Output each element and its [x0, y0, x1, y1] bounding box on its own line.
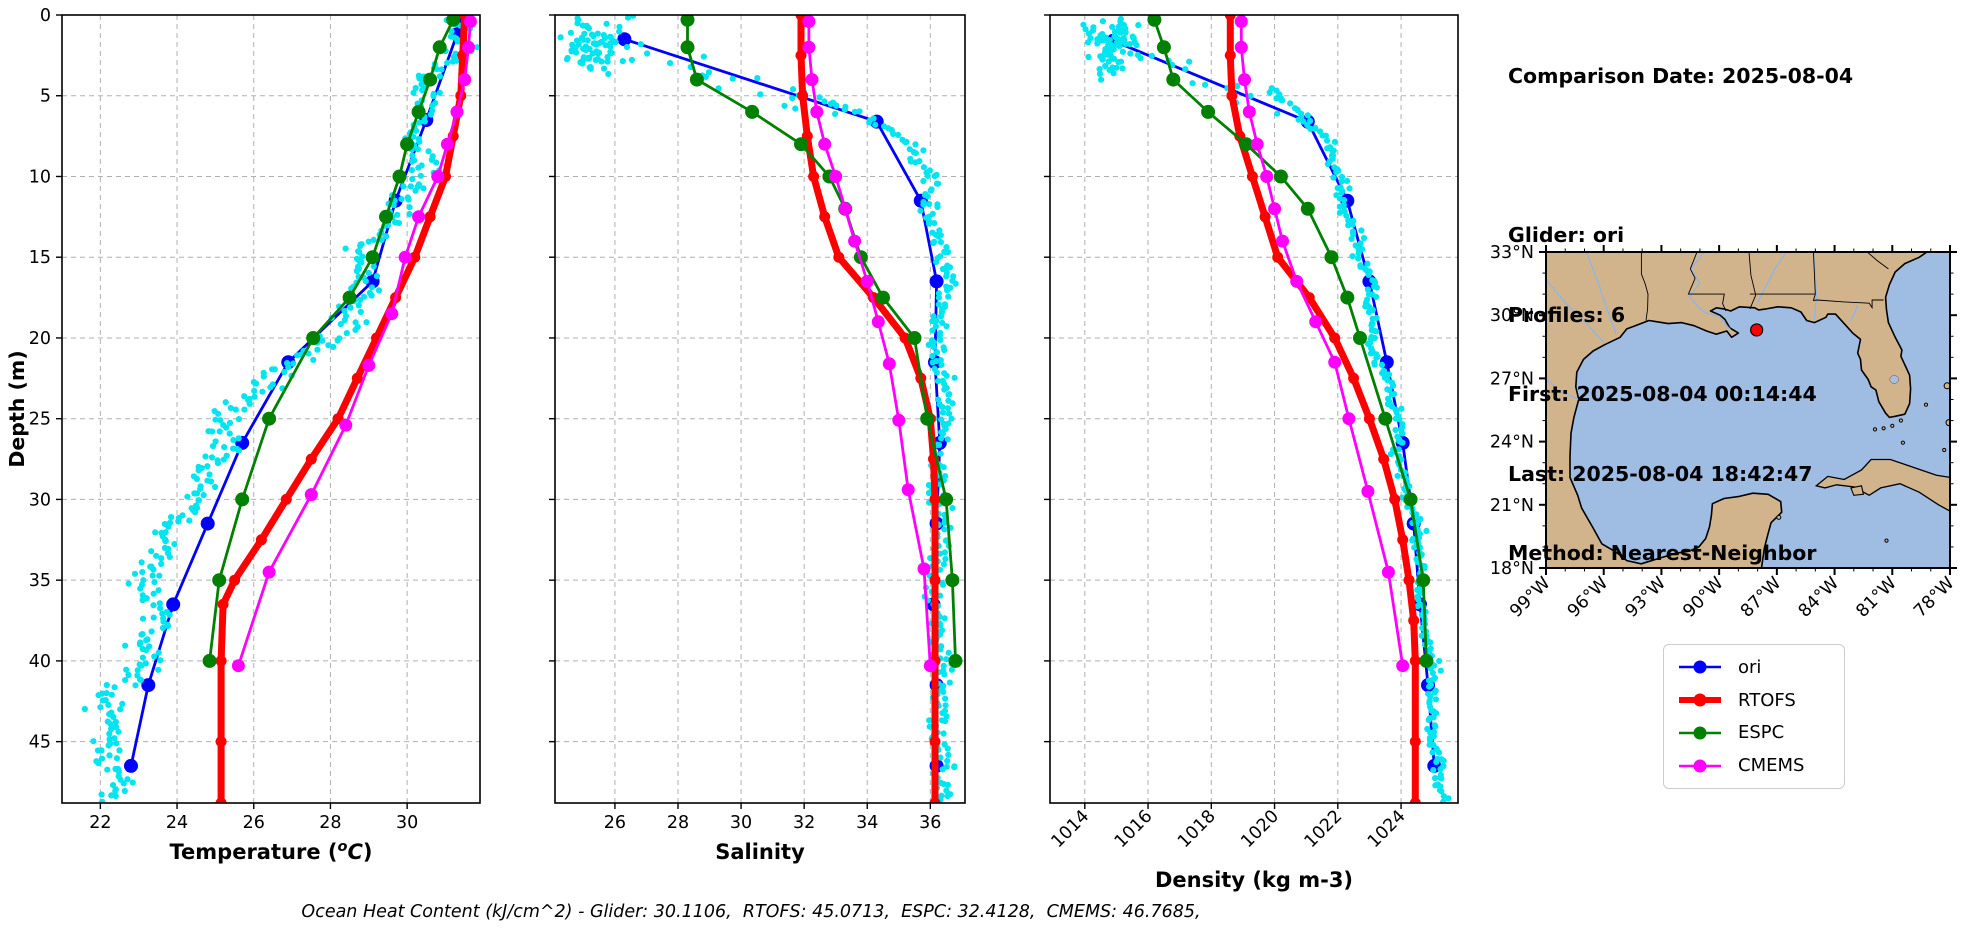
series-ESPC-markers	[202, 15, 461, 668]
svg-text:10: 10	[29, 167, 51, 187]
y-axis-label: Depth (m)	[5, 350, 29, 467]
svg-text:34: 34	[856, 813, 878, 833]
svg-text:24: 24	[166, 813, 188, 833]
depth-tick-labels: 0 5 10 15 20 25 30 35 40 45	[29, 6, 51, 753]
legend-label-rtofs: RTOFS	[1738, 689, 1796, 711]
x-axis-label-salinity: Salinity	[715, 840, 805, 864]
svg-text:15: 15	[29, 248, 51, 268]
ocean-heat-content-caption: Ocean Heat Content (kJ/cm^2) - Glider: 3…	[301, 902, 1201, 922]
legend-label-espc: ESPC	[1738, 722, 1785, 744]
legend-swatch-cmems	[1679, 759, 1721, 773]
gridlines-salinity	[555, 14, 965, 803]
legend-swatch-rtofs	[1679, 693, 1721, 707]
x-axis-label-density: Density (kg m-3)	[1155, 868, 1353, 892]
map-ticks	[1539, 245, 1957, 575]
svg-text:35: 35	[29, 571, 51, 591]
x-axis-label-temperature: Temperature (oC)	[170, 839, 373, 864]
x-tick-labels-salinity: 26 28 30 32 34 36	[604, 813, 942, 833]
svg-text:1016: 1016	[1111, 806, 1157, 852]
svg-text:30: 30	[396, 813, 418, 833]
svg-text:18°N: 18°N	[1490, 559, 1534, 579]
axis-ticks-salinity	[549, 14, 932, 809]
last-profile-time: Last: 2025-08-04 18:42:47	[1508, 461, 1813, 486]
map-small-islands	[1776, 382, 1950, 543]
x-tick-labels-temperature: 22 24 26 28 30	[89, 813, 418, 833]
series-RTOFS-markers	[795, 15, 941, 803]
panel-salinity: 26 28 30 32 34 36 Salinity	[549, 14, 966, 864]
svg-text:33°N: 33°N	[1490, 243, 1534, 263]
svg-text:40: 40	[29, 652, 51, 672]
series-RTOFS-markers	[1224, 15, 1421, 803]
svg-text:1024: 1024	[1364, 806, 1410, 852]
legend: ori RTOFS ESPC CMEMS	[1663, 644, 1845, 789]
map-land-north-america	[1546, 252, 1928, 568]
legend-item-rtofs: RTOFS	[1676, 690, 1832, 711]
legend-label-cmems: CMEMS	[1738, 755, 1805, 777]
glider-name: Glider: ori	[1508, 223, 1625, 247]
info-panel: Comparison Date: 2025-08-04 Glider: ori …	[1508, 10, 1853, 593]
svg-text:32: 32	[793, 813, 815, 833]
series-CMEMS-markers	[1234, 15, 1410, 673]
svg-text:27°N: 27°N	[1490, 369, 1534, 389]
axes-frame-density	[1049, 14, 1459, 804]
svg-text:45: 45	[29, 733, 51, 753]
axis-ticks-temperature	[56, 14, 408, 809]
legend-swatch-ori	[1679, 660, 1721, 674]
series-ori-markers	[617, 32, 947, 773]
series-ESPC-markers	[680, 15, 963, 668]
legend-label-ori: ori	[1738, 656, 1762, 678]
svg-text:24°N: 24°N	[1490, 433, 1534, 453]
svg-text:22: 22	[89, 813, 111, 833]
method: Method: Nearest-Neighbor	[1508, 541, 1817, 565]
axis-ticks-density	[1044, 14, 1402, 809]
first-profile-time: First: 2025-08-04 00:14:44	[1508, 382, 1817, 406]
svg-text:30: 30	[29, 490, 51, 510]
svg-text:30: 30	[730, 813, 752, 833]
x-tick-labels-density: 1014 1016 1018 1020 1022 1024	[1048, 806, 1410, 852]
svg-text:5: 5	[40, 87, 51, 107]
legend-item-ori: ori	[1676, 657, 1832, 678]
map-land-isle-of-youth	[1850, 485, 1865, 496]
series-CMEMS-markers	[231, 15, 477, 673]
series-ESPC-markers	[1147, 15, 1434, 668]
panel-density: 1014 1016 1018 1020 1022 1024 Density (kg m-3)	[1044, 14, 1459, 892]
legend-item-cmems: CMEMS	[1676, 755, 1832, 776]
svg-text:1014: 1014	[1048, 806, 1094, 852]
svg-text:26: 26	[604, 813, 626, 833]
map-frame	[1545, 251, 1951, 569]
svg-text:1022: 1022	[1301, 806, 1347, 852]
svg-text:1020: 1020	[1237, 806, 1283, 852]
axes-frame-salinity	[554, 14, 966, 804]
series-ori-line	[623, 37, 942, 768]
svg-text:21°N: 21°N	[1490, 496, 1534, 516]
svg-text:28: 28	[667, 813, 689, 833]
series-ESPC-line	[1153, 18, 1428, 663]
svg-text:28: 28	[319, 813, 341, 833]
svg-text:0: 0	[40, 6, 51, 26]
glider-location-marker	[1750, 323, 1764, 337]
profiles-count: Profiles: 6	[1508, 302, 1626, 327]
svg-text:78°W: 78°W	[1910, 573, 1958, 621]
info-spacer	[1508, 143, 1853, 170]
svg-text:25: 25	[29, 410, 51, 430]
legend-swatch-espc	[1679, 726, 1721, 740]
panel-temperature: 22 24 26 28 30 0 5 10 15 20 25 30 35 40 45 Depth (m) Tem…	[5, 6, 481, 864]
map-lake-okeechobee	[1889, 375, 1899, 384]
svg-text:81°W: 81°W	[1853, 573, 1901, 621]
svg-text:26: 26	[243, 813, 265, 833]
svg-text:30°N: 30°N	[1490, 306, 1534, 326]
legend-item-espc: ESPC	[1676, 722, 1832, 743]
series-CMEMS-line	[1239, 20, 1405, 668]
series-CMEMS-markers	[802, 15, 937, 673]
svg-text:20: 20	[29, 329, 51, 349]
glider-scatter-density	[1080, 15, 1452, 803]
svg-text:1018: 1018	[1174, 806, 1220, 852]
axes-frame-temperature	[61, 14, 481, 804]
map-state-borders	[1640, 252, 1889, 321]
series-RTOFS-line	[217, 15, 469, 803]
svg-text:36: 36	[919, 813, 941, 833]
comparison-date: Comparison Date: 2025-08-04	[1508, 64, 1854, 88]
